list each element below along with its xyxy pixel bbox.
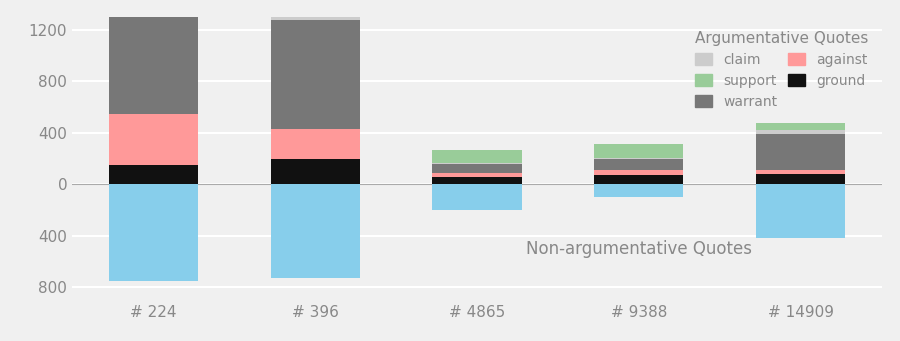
Bar	[433, 164, 521, 173]
Bar	[756, 134, 845, 170]
Bar	[433, 173, 521, 177]
Bar	[756, 184, 845, 238]
Bar	[756, 170, 845, 174]
Bar	[594, 158, 683, 159]
Bar	[109, 0, 198, 114]
Bar	[756, 130, 845, 134]
Bar	[271, 9, 360, 20]
Bar	[756, 174, 845, 184]
Bar	[594, 159, 683, 169]
Bar	[109, 165, 198, 184]
Bar	[594, 144, 683, 158]
Bar	[756, 122, 845, 130]
Text: Non-argumentative Quotes: Non-argumentative Quotes	[526, 240, 752, 257]
Bar	[271, 159, 360, 184]
Bar	[594, 175, 683, 184]
Bar	[271, 184, 360, 278]
Bar	[109, 184, 198, 281]
Bar	[433, 177, 521, 184]
Bar	[109, 114, 198, 165]
Bar	[433, 163, 521, 164]
Bar	[594, 184, 683, 197]
Bar	[271, 129, 360, 159]
Legend: claim, support, warrant, against, ground: claim, support, warrant, against, ground	[688, 24, 875, 116]
Bar	[271, 20, 360, 129]
Bar	[433, 150, 521, 163]
Bar	[433, 184, 521, 210]
Bar	[594, 169, 683, 175]
Bar	[271, 0, 360, 9]
